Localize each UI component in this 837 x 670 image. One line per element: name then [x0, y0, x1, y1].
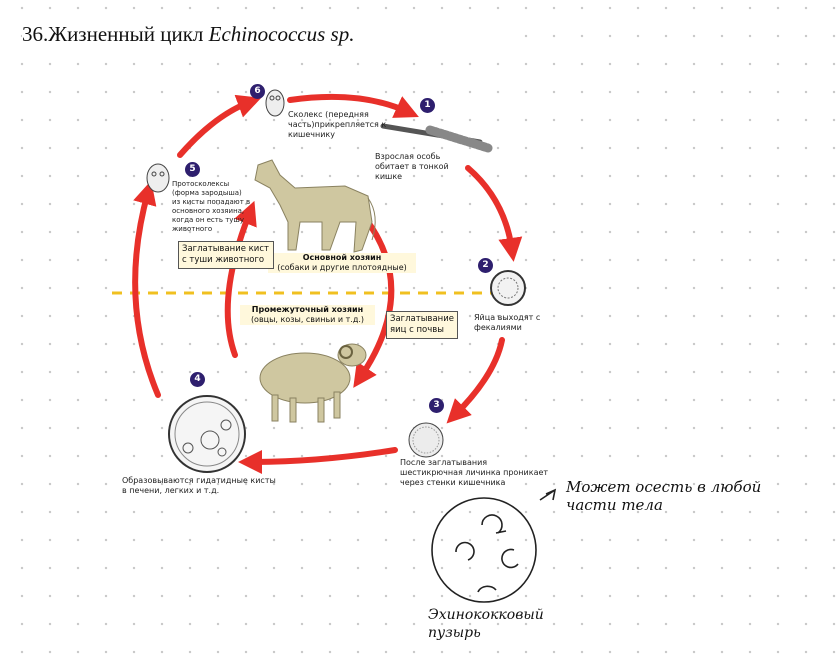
stage-badge-5: 5 — [185, 162, 200, 177]
swallow-cysts-box: Заглатывание кист с туши животного — [178, 241, 274, 269]
stage-3-label: После заглатывания шестикрючная личинка … — [400, 458, 549, 487]
page-title: 36.Жизненный цикл Echinococcus sp. — [22, 22, 522, 47]
stage-badge-4: 4 — [190, 372, 205, 387]
dog-illustration — [254, 159, 376, 253]
sheep-illustration — [259, 343, 367, 423]
stage-badge-6: 6 — [250, 84, 265, 99]
arrow-3-to-4 — [238, 447, 398, 474]
adult-worm-illustration — [380, 123, 493, 153]
arrow-dog-to-sheep — [353, 215, 395, 388]
intermediate-host-sub: (овцы, козы, свиньи и т.д.) — [250, 315, 365, 324]
definitive-host-title: Основной хозяин — [302, 253, 382, 262]
title-text: Жизненный цикл — [48, 22, 204, 46]
title-species: Echinococcus sp. — [208, 22, 355, 46]
stage-2-label: Яйца выходят с фекалиями — [474, 313, 541, 332]
arrow-1-to-2 — [465, 165, 523, 262]
protoscolex-illustration — [146, 163, 170, 193]
intermediate-host-title: Промежуточный хозяин — [251, 305, 364, 314]
title-number: 36. — [22, 22, 49, 46]
handwritten-bubble-label: Эхинококковый пузырь — [428, 607, 544, 641]
arrow-sheep-to-dog — [224, 200, 257, 358]
swallow-eggs-box: Заглатывание яиц с почвы — [386, 311, 458, 339]
hydatid-cyst-illustration — [168, 395, 246, 473]
stage-badge-2: 2 — [478, 258, 493, 273]
definitive-host-sub: (собаки и другие плотоядные) — [277, 263, 407, 272]
stage-5-label: Протосколексы (форма зародыша) из кисты … — [172, 180, 251, 233]
arrow-4-to-5 — [132, 180, 161, 398]
arrow-6-to-1 — [287, 93, 419, 118]
stage-4-label: Образовываются гидатидные кисты в печени… — [122, 476, 276, 495]
handwritten-note: Может осесть в любой части тела — [566, 478, 762, 514]
stage-6-label: Сколекс (передняя часть)прикрепляется к … — [288, 110, 387, 139]
stage-badge-1: 1 — [420, 98, 435, 113]
egg-illustration — [490, 270, 526, 306]
definitive-host-label: Основной хозяин (собаки и другие плотояд… — [268, 253, 416, 273]
oncosphere-illustration — [408, 422, 444, 458]
scolex-illustration — [265, 89, 285, 117]
handdrawn-bubble-sketch — [431, 488, 557, 603]
arrow-2-to-3 — [446, 337, 505, 424]
stage-badge-3: 3 — [429, 398, 444, 413]
arrow-5-to-6 — [177, 94, 262, 158]
intermediate-host-label: Промежуточный хозяин (овцы, козы, свиньи… — [240, 305, 375, 325]
stage-1-label: Взрослая особь обитает в тонкой кишке — [375, 152, 449, 181]
